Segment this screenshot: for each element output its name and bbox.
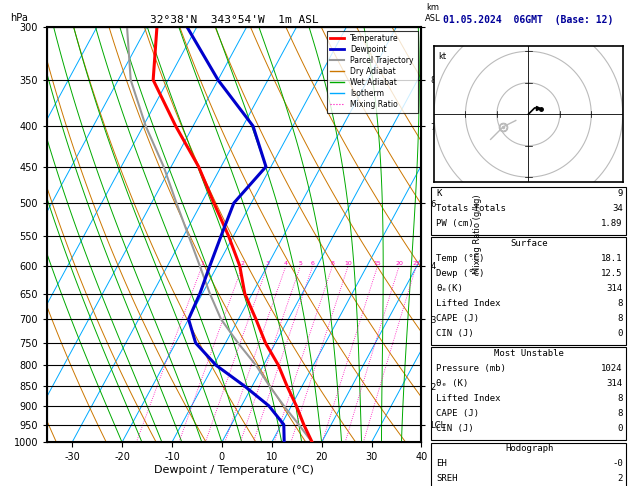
Text: 01.05.2024  06GMT  (Base: 12): 01.05.2024 06GMT (Base: 12)	[443, 15, 613, 25]
Text: kt: kt	[438, 52, 446, 61]
Text: 1: 1	[200, 261, 204, 266]
Text: 25: 25	[413, 261, 420, 266]
X-axis label: Dewpoint / Temperature (°C): Dewpoint / Temperature (°C)	[154, 465, 314, 475]
Legend: Temperature, Dewpoint, Parcel Trajectory, Dry Adiabat, Wet Adiabat, Isotherm, Mi: Temperature, Dewpoint, Parcel Trajectory…	[326, 31, 418, 113]
Text: -0: -0	[612, 459, 623, 469]
Text: 8: 8	[617, 409, 623, 418]
Text: PW (cm): PW (cm)	[436, 219, 474, 228]
Text: Hodograph: Hodograph	[505, 444, 554, 453]
Text: Dewp (°C): Dewp (°C)	[436, 269, 484, 278]
Text: Lifted Index: Lifted Index	[436, 394, 501, 403]
Text: 314: 314	[606, 284, 623, 293]
Text: 0: 0	[617, 424, 623, 434]
Text: 314: 314	[606, 379, 623, 388]
Text: EH: EH	[436, 459, 447, 469]
Text: Lifted Index: Lifted Index	[436, 299, 501, 308]
Text: hPa: hPa	[10, 13, 28, 22]
Text: 1.89: 1.89	[601, 219, 623, 228]
Text: CIN (J): CIN (J)	[436, 424, 474, 434]
Text: 10: 10	[344, 261, 352, 266]
Text: θₑ(K): θₑ(K)	[436, 284, 463, 293]
Text: CIN (J): CIN (J)	[436, 329, 474, 338]
Text: θₑ (K): θₑ (K)	[436, 379, 468, 388]
Text: CAPE (J): CAPE (J)	[436, 314, 479, 323]
Text: 6: 6	[311, 261, 314, 266]
Title: 32°38'N  343°54'W  1m ASL: 32°38'N 343°54'W 1m ASL	[150, 15, 319, 25]
Text: Most Unstable: Most Unstable	[494, 349, 564, 358]
Text: Pressure (mb): Pressure (mb)	[436, 364, 506, 373]
Text: 4: 4	[284, 261, 288, 266]
Text: 1024: 1024	[601, 364, 623, 373]
Text: 8: 8	[330, 261, 335, 266]
Text: 20: 20	[395, 261, 403, 266]
Text: 9: 9	[617, 189, 623, 198]
Text: 2: 2	[617, 474, 623, 484]
Text: 8: 8	[617, 314, 623, 323]
Text: CAPE (J): CAPE (J)	[436, 409, 479, 418]
Text: 18.1: 18.1	[601, 254, 623, 263]
Text: Surface: Surface	[511, 239, 548, 248]
Text: Temp (°C): Temp (°C)	[436, 254, 484, 263]
Y-axis label: Mixing Ratio (g/kg): Mixing Ratio (g/kg)	[474, 195, 482, 274]
Text: 12.5: 12.5	[601, 269, 623, 278]
Text: SREH: SREH	[436, 474, 457, 484]
Text: 8: 8	[617, 394, 623, 403]
Text: km
ASL: km ASL	[425, 3, 441, 22]
Text: 3: 3	[265, 261, 269, 266]
Text: 8: 8	[617, 299, 623, 308]
Text: K: K	[436, 189, 442, 198]
Text: 5: 5	[299, 261, 303, 266]
Text: Totals Totals: Totals Totals	[436, 204, 506, 213]
Text: 2: 2	[240, 261, 245, 266]
Text: 34: 34	[612, 204, 623, 213]
Text: 15: 15	[374, 261, 381, 266]
Text: 0: 0	[617, 329, 623, 338]
